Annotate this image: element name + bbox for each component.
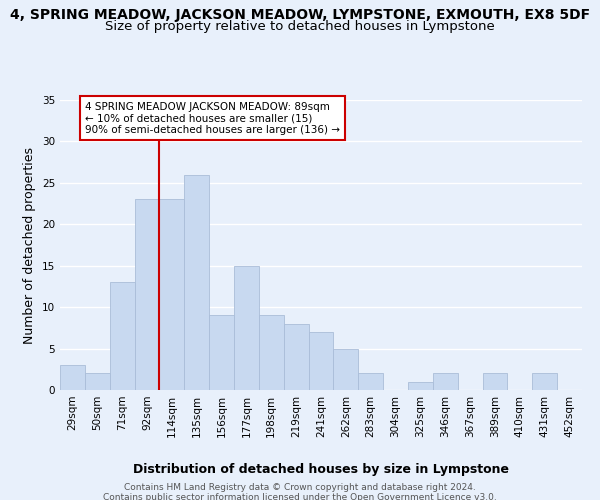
- Text: Distribution of detached houses by size in Lympstone: Distribution of detached houses by size …: [133, 462, 509, 475]
- Bar: [110, 282, 134, 390]
- Text: Contains HM Land Registry data © Crown copyright and database right 2024.: Contains HM Land Registry data © Crown c…: [124, 482, 476, 492]
- Text: Size of property relative to detached houses in Lympstone: Size of property relative to detached ho…: [105, 20, 495, 33]
- Bar: [259, 316, 284, 390]
- Bar: [433, 374, 458, 390]
- Bar: [284, 324, 308, 390]
- Bar: [334, 348, 358, 390]
- Bar: [408, 382, 433, 390]
- Bar: [482, 374, 508, 390]
- Bar: [184, 174, 209, 390]
- Text: Contains public sector information licensed under the Open Government Licence v3: Contains public sector information licen…: [103, 492, 497, 500]
- Bar: [532, 374, 557, 390]
- Bar: [234, 266, 259, 390]
- Bar: [60, 365, 85, 390]
- Text: 4, SPRING MEADOW, JACKSON MEADOW, LYMPSTONE, EXMOUTH, EX8 5DF: 4, SPRING MEADOW, JACKSON MEADOW, LYMPST…: [10, 8, 590, 22]
- Bar: [160, 200, 184, 390]
- Bar: [134, 200, 160, 390]
- Bar: [209, 316, 234, 390]
- Text: 4 SPRING MEADOW JACKSON MEADOW: 89sqm
← 10% of detached houses are smaller (15)
: 4 SPRING MEADOW JACKSON MEADOW: 89sqm ← …: [85, 102, 340, 135]
- Bar: [358, 374, 383, 390]
- Bar: [85, 374, 110, 390]
- Bar: [308, 332, 334, 390]
- Y-axis label: Number of detached properties: Number of detached properties: [23, 146, 37, 344]
